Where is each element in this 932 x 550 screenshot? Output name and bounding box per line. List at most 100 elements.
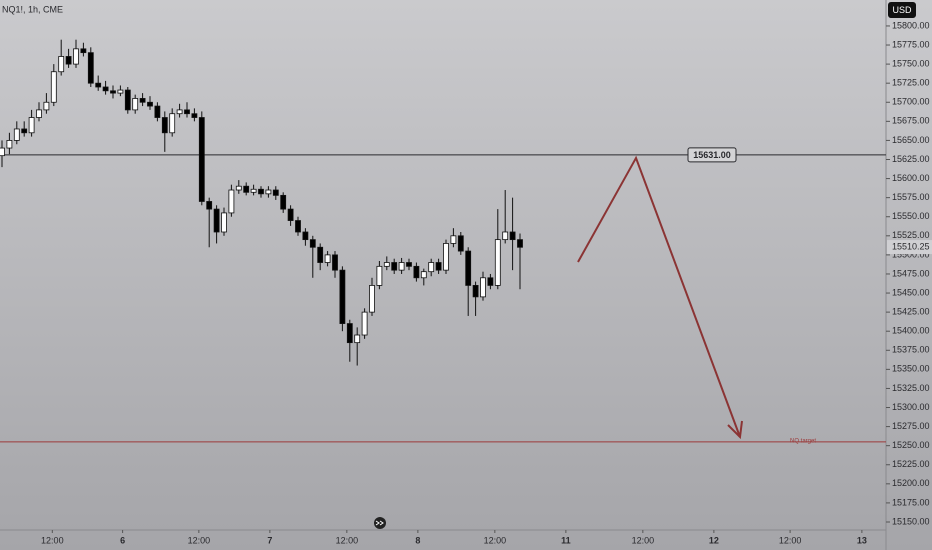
candle-body xyxy=(139,98,146,103)
chart-title: NQ1!, 1h, CME xyxy=(2,4,63,14)
x-tick-label: 12:00 xyxy=(779,535,802,545)
y-tick-label: 15500.00 xyxy=(892,249,930,259)
last-price: 15510.25 xyxy=(892,241,930,251)
candle-body xyxy=(191,113,198,118)
candle-body xyxy=(250,188,257,193)
y-tick-label: 15775.00 xyxy=(892,39,930,49)
candle-body xyxy=(65,56,72,65)
y-tick-label: 15700.00 xyxy=(892,97,930,107)
candle-body xyxy=(28,117,35,134)
candle-body xyxy=(487,277,494,286)
candle-body xyxy=(161,117,168,134)
scroll-button[interactable] xyxy=(374,517,386,529)
candle-body xyxy=(95,82,102,88)
candle-body xyxy=(73,48,79,65)
candle-body xyxy=(154,105,161,118)
y-tick-label: 15600.00 xyxy=(892,173,930,183)
candle-body xyxy=(265,189,272,195)
level-label-box xyxy=(687,147,737,163)
y-tick-label: 15425.00 xyxy=(892,306,930,316)
candle-body xyxy=(369,285,375,313)
x-tick-label: 12:00 xyxy=(632,535,655,545)
y-tick-label: 15350.00 xyxy=(892,364,930,374)
y-tick-label: 15675.00 xyxy=(892,116,930,126)
x-tick-label: 11 xyxy=(561,535,571,545)
candle-body xyxy=(465,250,472,286)
candle-body xyxy=(13,128,20,141)
y-tick-label: 15575.00 xyxy=(892,192,930,202)
candle-body xyxy=(50,71,57,103)
arrow-head xyxy=(727,420,743,440)
level-label: 15631.00 xyxy=(693,150,731,160)
candle-body xyxy=(376,265,383,286)
y-tick-label: 15475.00 xyxy=(892,268,930,278)
candle-body xyxy=(80,48,87,54)
candle-body xyxy=(43,101,50,111)
candle-body xyxy=(184,109,190,115)
candle-body xyxy=(132,98,139,111)
candle-body xyxy=(124,89,131,111)
candle-body xyxy=(428,262,435,273)
last-price-box xyxy=(887,240,932,255)
scroll-icon[interactable] xyxy=(375,520,384,526)
currency-box[interactable] xyxy=(888,2,916,18)
candle-body xyxy=(346,323,353,344)
candle-body xyxy=(472,285,479,298)
y-tick-label: 15800.00 xyxy=(892,20,930,30)
x-tick-label: 7 xyxy=(267,535,272,545)
y-tick-label: 15225.00 xyxy=(892,459,930,469)
x-tick-label: 12:00 xyxy=(41,535,64,545)
candle-body xyxy=(21,128,28,134)
x-tick-label: 8 xyxy=(415,535,420,545)
candle-body xyxy=(332,254,338,271)
x-tick-label: 12:00 xyxy=(484,535,507,545)
candle-body xyxy=(361,311,368,336)
candle-body xyxy=(198,117,205,202)
candle-body xyxy=(258,188,264,195)
candle-body xyxy=(110,90,116,94)
y-tick-label: 15450.00 xyxy=(892,287,930,297)
candle-body xyxy=(228,189,235,214)
candle-body xyxy=(435,262,442,271)
candle-body xyxy=(309,239,316,248)
y-tick-label: 15150.00 xyxy=(892,516,930,526)
candle-body xyxy=(406,262,412,267)
x-tick-label: 12 xyxy=(709,535,719,545)
x-tick-label: 13 xyxy=(857,535,867,545)
y-tick-label: 15625.00 xyxy=(892,154,930,164)
y-tick-label: 15650.00 xyxy=(892,135,930,145)
candle-body xyxy=(457,235,464,252)
candle-body xyxy=(176,109,183,115)
candle-body xyxy=(117,89,124,94)
candle-body xyxy=(235,185,242,191)
candle-body xyxy=(147,101,153,107)
y-tick-label: 15175.00 xyxy=(892,497,930,507)
currency[interactable]: USD xyxy=(892,5,912,15)
x-tick-label: 12:00 xyxy=(188,535,211,545)
candle-body xyxy=(450,235,457,244)
projection-arrow xyxy=(577,155,741,438)
candle-body xyxy=(317,246,324,263)
candle-body xyxy=(6,140,13,149)
y-tick-label: 15325.00 xyxy=(892,383,930,393)
candle-body xyxy=(0,147,5,157)
candle-body xyxy=(383,262,390,267)
candle-body xyxy=(324,254,331,263)
candle-body xyxy=(443,243,449,271)
candle-body xyxy=(36,109,42,118)
y-tick-label: 15200.00 xyxy=(892,478,930,488)
candle-body xyxy=(339,269,346,324)
candle-body xyxy=(221,212,227,233)
candle-body xyxy=(243,185,250,193)
y-tick-label: 15275.00 xyxy=(892,421,930,431)
candle-body xyxy=(354,334,361,344)
candle-body xyxy=(480,277,486,298)
candle-body xyxy=(206,201,213,210)
y-tick-label: 15375.00 xyxy=(892,345,930,355)
candle-body xyxy=(420,271,427,279)
x-tick-label: 12:00 xyxy=(336,535,359,545)
y-tick-label: 15300.00 xyxy=(892,402,930,412)
y-tick-label: 15400.00 xyxy=(892,326,930,336)
